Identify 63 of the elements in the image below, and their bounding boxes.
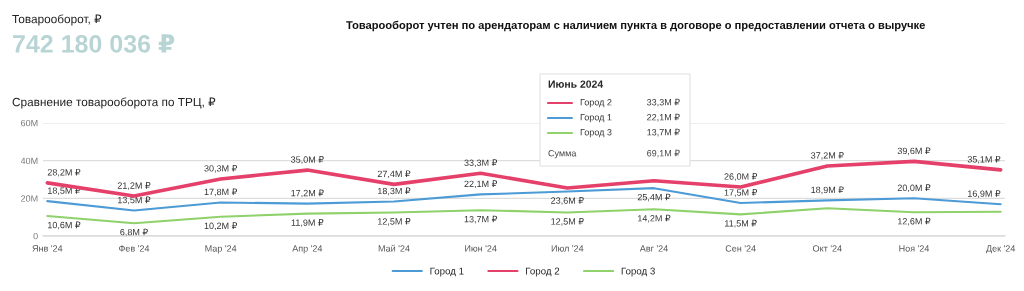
y-tick-label: 40M	[20, 157, 38, 165]
data-label: 30,3M ₽	[204, 164, 238, 173]
legend-label: Город 3	[621, 267, 655, 277]
x-tick-label: Дек '24	[986, 245, 1016, 254]
data-label: 10,2M ₽	[204, 222, 238, 231]
text: 22,1M ₽	[647, 113, 680, 122]
text: Город 2	[580, 99, 612, 108]
data-label: 25,4M ₽	[637, 193, 671, 202]
text: Город 1	[580, 114, 612, 123]
data-label: 33,3M ₽	[464, 159, 498, 168]
data-label: 23,6M ₽	[551, 197, 584, 205]
x-tick-label: Май '24	[378, 244, 410, 252]
legend-label: Город 2	[526, 267, 560, 277]
x-tick-label: Июн '24	[465, 245, 497, 252]
data-label: 22,1M ₽	[464, 180, 498, 189]
data-label: 21,2M ₽	[117, 182, 151, 190]
x-tick-label: Янв '24	[32, 245, 63, 252]
x-tick-label: Фев '24	[119, 245, 150, 252]
data-label: 10,6M ₽	[48, 221, 81, 230]
y-tick-label: 60M	[21, 119, 38, 127]
legend-label: Город 1	[430, 267, 464, 277]
x-tick-label: Мар '24	[205, 245, 237, 254]
chart-title: Сравнение товарооборота по ТРЦ, ₽	[12, 97, 216, 109]
annotation: 69,1M ₽	[647, 149, 680, 158]
data-label: 11,5M ₽	[725, 219, 757, 228]
data-label: 14,2M ₽	[638, 214, 671, 223]
annotation: Город 3	[580, 129, 612, 138]
data-label: 18,9M ₽	[811, 186, 844, 195]
text: 33,3M ₽	[647, 98, 680, 107]
x-tick-label: Сен '24	[725, 245, 756, 252]
data-label: 13,7M ₽	[464, 215, 498, 224]
data-label: 11,9M ₽	[291, 219, 324, 227]
data-label: 12,6M ₽	[898, 217, 931, 226]
data-label: 17,5M ₽	[724, 189, 758, 197]
data-label: 17,2M ₽	[291, 189, 324, 198]
text: 742 180 036 ₽	[13, 34, 175, 53]
annotation: 13,7M ₽	[647, 128, 680, 137]
data-label: 26,0M ₽	[724, 173, 758, 181]
text: Товарооборот учтен по арендаторам с наличием пункта в договоре о предоставлении отчета о выручке	[346, 20, 925, 32]
y-tick-label: 20M	[21, 195, 38, 202]
data-label: 20,0M ₽	[897, 184, 931, 193]
data-label: 18,3M ₽	[378, 187, 411, 196]
data-label: 37,2M ₽	[811, 151, 844, 160]
x-tick-label: Ноя '24	[899, 245, 930, 252]
data-label: 13,5M ₽	[118, 196, 151, 205]
data-label: 6,8M ₽	[120, 228, 148, 237]
y-tick-label: 0	[33, 232, 38, 240]
data-label: 35,1M ₽	[967, 155, 1001, 164]
data-label: 39,6M ₽	[897, 147, 931, 156]
data-label: 27,4M ₽	[377, 170, 411, 179]
x-tick-label: Июл '24	[551, 245, 584, 252]
data-label: 35,0M ₽	[291, 156, 324, 164]
x-tick-label: Авг '24	[639, 245, 668, 252]
text: Июнь 2024	[548, 80, 604, 88]
data-label: 12,5M ₽	[378, 217, 411, 226]
data-label: 12,5M ₽	[551, 217, 584, 226]
annotation: Сумма	[548, 150, 577, 159]
data-label: 16,9M ₽	[968, 190, 1001, 198]
text: Товарооборот, ₽	[12, 14, 102, 26]
data-label: 17,8M ₽	[204, 188, 238, 197]
x-tick-label: Апр '24	[292, 245, 323, 254]
x-tick-label: Окт '24	[813, 245, 842, 252]
data-label: 28,2M ₽	[47, 168, 81, 177]
